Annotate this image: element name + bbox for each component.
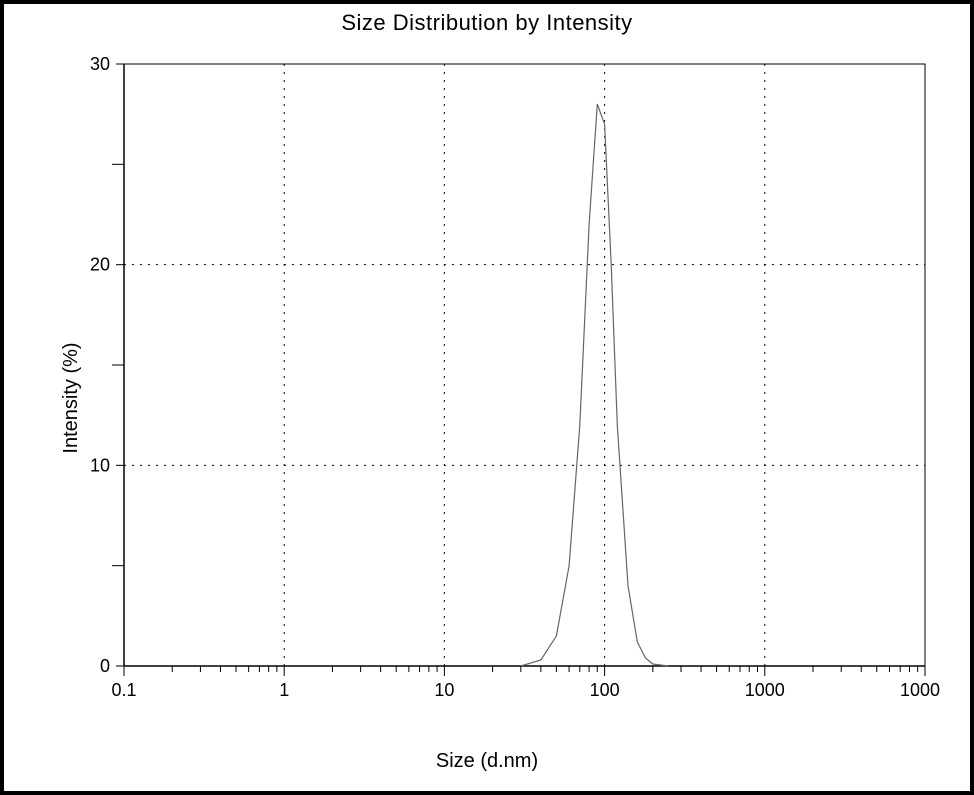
x-axis-label: Size (d.nm) (4, 750, 970, 773)
chart-frame: Size Distribution by Intensity Intensity… (0, 0, 974, 795)
chart-title: Size Distribution by Intensity (4, 10, 970, 36)
svg-text:0: 0 (100, 656, 110, 676)
svg-text:10: 10 (434, 680, 454, 700)
svg-text:1000: 1000 (745, 680, 785, 700)
svg-text:1: 1 (279, 680, 289, 700)
svg-text:20: 20 (90, 255, 110, 275)
plot-area: 0.1 1 10 100 1000 10000 0 10 20 30 (64, 54, 940, 721)
svg-text:10: 10 (90, 455, 110, 475)
svg-text:100: 100 (590, 680, 620, 700)
chart-svg: 0.1 1 10 100 1000 10000 0 10 20 30 (64, 54, 940, 721)
svg-text:0.1: 0.1 (111, 680, 136, 700)
svg-text:10000: 10000 (900, 680, 940, 700)
svg-text:30: 30 (90, 54, 110, 74)
